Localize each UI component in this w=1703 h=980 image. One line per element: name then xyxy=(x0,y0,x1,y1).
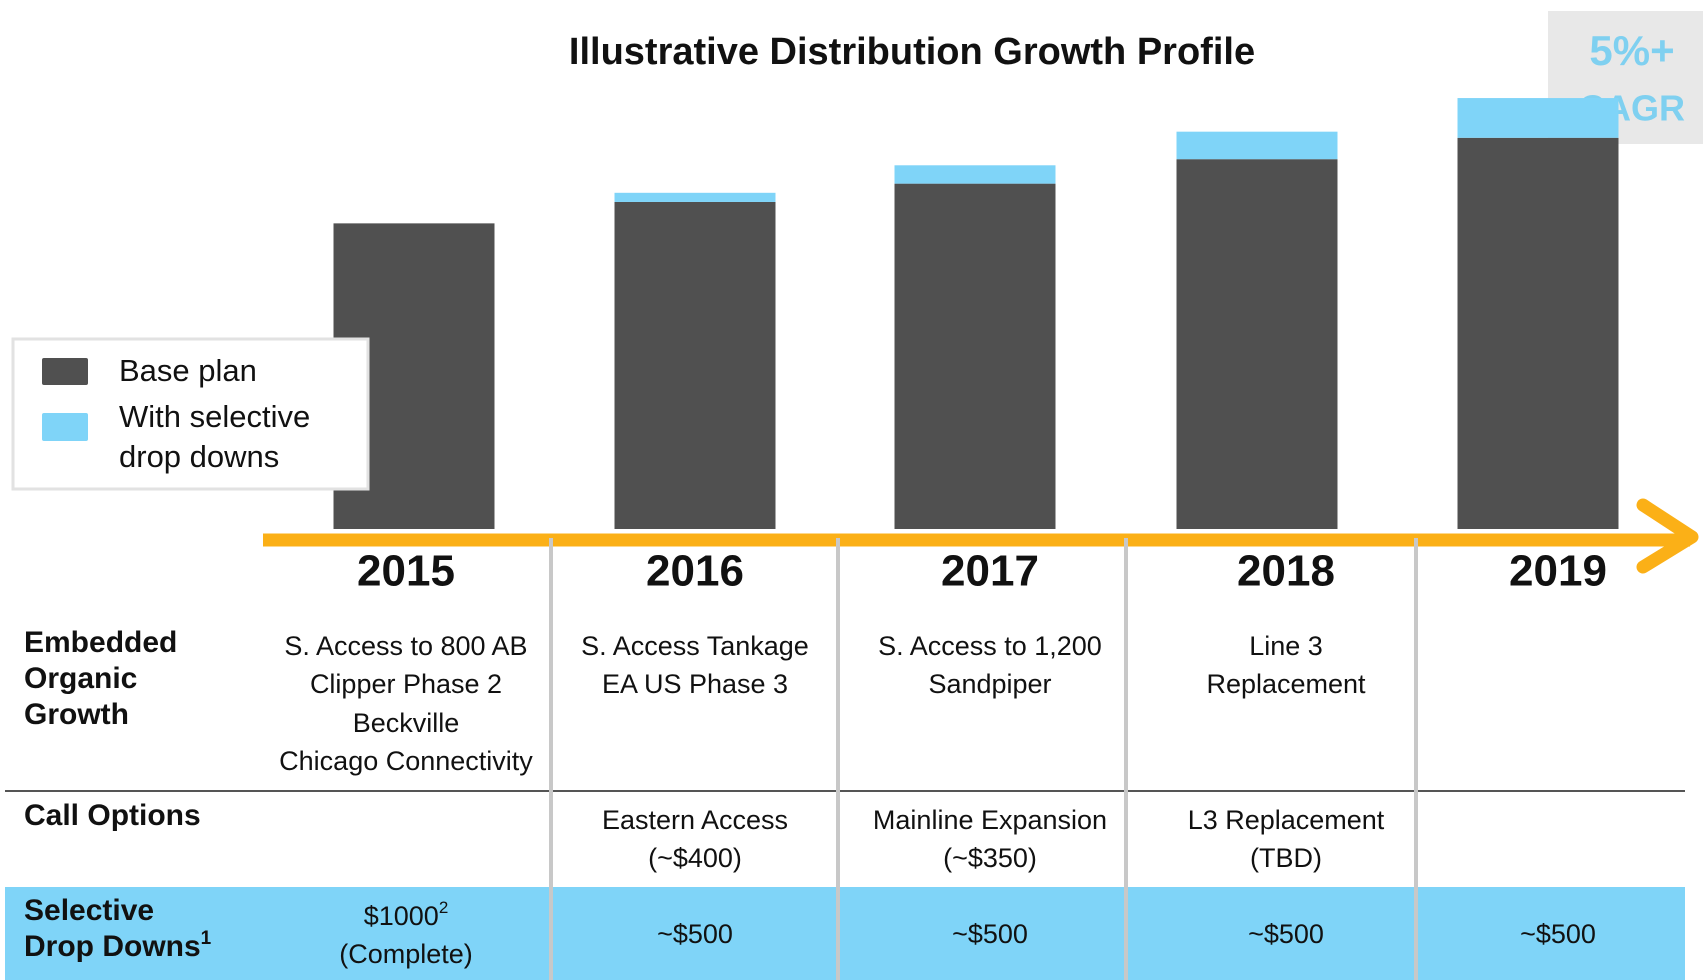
row-header: Drop Downs1 xyxy=(24,928,212,963)
bar-segment xyxy=(1176,159,1338,529)
year-label: 2016 xyxy=(646,547,744,596)
timeline-arrowhead xyxy=(1636,498,1699,574)
legend-label-line: drop downs xyxy=(119,439,279,474)
cell-text: Eastern Access xyxy=(602,805,788,835)
row-header: Embedded xyxy=(24,626,177,659)
bar-segment xyxy=(1457,137,1619,529)
cell-text: ~$500 xyxy=(1248,919,1324,949)
bar-segment xyxy=(614,201,776,529)
drop-down-band xyxy=(5,887,1685,980)
footnote-mark: 1 xyxy=(201,928,212,949)
cell-text: (~$350) xyxy=(943,843,1037,873)
year-label: 2015 xyxy=(357,547,455,596)
bar-segment xyxy=(894,165,1056,184)
cell-text: EA US Phase 3 xyxy=(602,669,788,699)
cell-text: S. Access to 1,200 xyxy=(878,631,1102,661)
row-header-text: Drop Downs xyxy=(24,930,201,963)
cell-text: S. Access Tankage xyxy=(581,631,809,661)
legend-swatch xyxy=(42,358,88,385)
cell-text-part: $1000 xyxy=(364,901,439,931)
bar-segment xyxy=(1457,98,1619,138)
cell-text: $10002 xyxy=(364,898,449,931)
cell-text: (TBD) xyxy=(1250,843,1322,873)
cell-text: S. Access to 800 AB xyxy=(284,631,527,661)
cell-text: Line 3 xyxy=(1249,631,1323,661)
cell-text: ~$500 xyxy=(657,919,733,949)
cell-text: Beckville xyxy=(353,708,460,738)
cell-text: L3 Replacement xyxy=(1188,805,1385,835)
cagr-value: 5%+ xyxy=(1589,27,1674,74)
legend-label: Base plan xyxy=(119,353,257,388)
chart-title: Illustrative Distribution Growth Profile xyxy=(569,31,1255,73)
cell-text: Sandpiper xyxy=(928,669,1051,699)
footnote-mark: 2 xyxy=(439,898,448,917)
cell-text: Chicago Connectivity xyxy=(279,746,533,776)
cell-text: ~$500 xyxy=(952,919,1028,949)
cell-text: Replacement xyxy=(1206,669,1366,699)
year-label: 2019 xyxy=(1509,547,1607,596)
year-label: 2018 xyxy=(1237,547,1335,596)
bar-segment xyxy=(614,192,776,202)
year-label: 2017 xyxy=(941,547,1039,596)
bar-segment xyxy=(894,183,1056,530)
bar-segment xyxy=(1176,131,1338,160)
cell-text: (Complete) xyxy=(339,939,473,969)
cell-text: (~$400) xyxy=(648,843,742,873)
legend-label: With selective drop downs xyxy=(119,399,310,474)
legend-label-line: With selective xyxy=(119,399,310,434)
cell-text: ~$500 xyxy=(1520,919,1596,949)
row-header: Organic xyxy=(24,662,137,695)
row-header: Selective xyxy=(24,894,154,927)
legend-swatch xyxy=(42,413,88,441)
cell-text: Clipper Phase 2 xyxy=(310,669,502,699)
row-header: Growth xyxy=(24,698,129,731)
row-header: Call Options xyxy=(24,799,201,832)
cell-text: Mainline Expansion xyxy=(873,805,1107,835)
